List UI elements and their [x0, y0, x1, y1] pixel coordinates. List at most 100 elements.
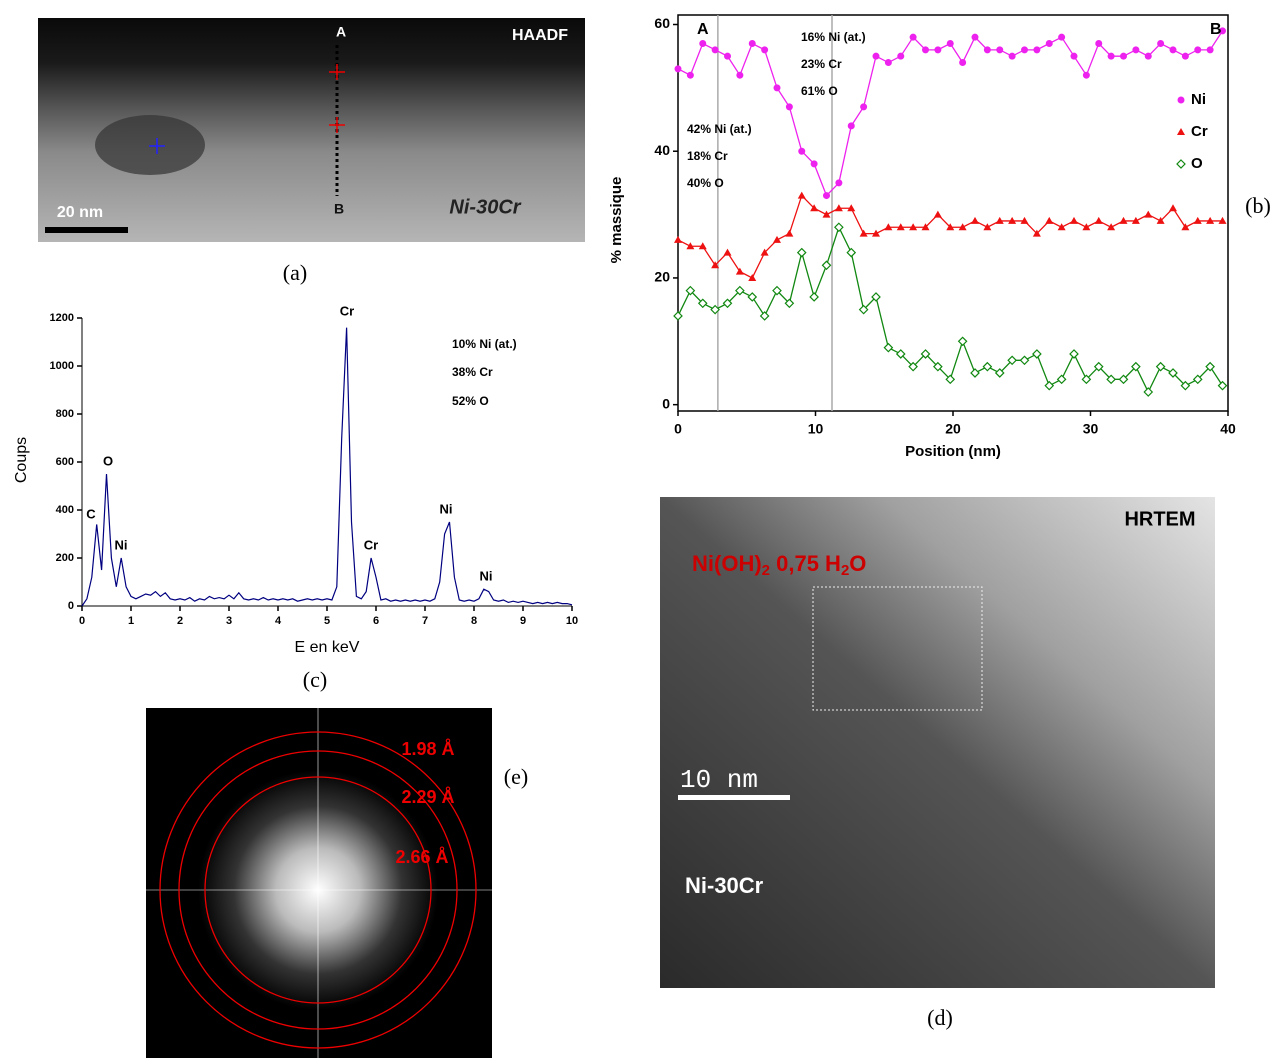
data-point	[982, 361, 993, 372]
data-point	[698, 242, 707, 250]
data-point	[796, 247, 807, 258]
peak-label: Ni	[480, 568, 493, 583]
data-point	[897, 52, 905, 60]
phase-text: O	[849, 551, 866, 576]
annotation: 61% O	[801, 84, 838, 98]
data-point	[1157, 40, 1165, 48]
data-line	[81, 327, 573, 607]
y-tick-label: 60	[654, 15, 670, 31]
y-axis-label: % massique	[608, 177, 625, 264]
data-point	[1131, 216, 1140, 224]
legend-label: Cr	[1191, 123, 1208, 140]
data-point	[835, 179, 843, 187]
data-point	[994, 368, 1005, 378]
data-point	[674, 235, 682, 243]
data-point	[722, 298, 733, 309]
data-line	[677, 30, 1224, 197]
data-point	[1093, 361, 1104, 372]
legend-marker	[1176, 159, 1186, 169]
x-tick-label: 4	[275, 615, 282, 627]
data-point	[1081, 374, 1092, 385]
point-label: A	[336, 24, 346, 40]
annotation: 10% Ni (at.)	[452, 337, 517, 351]
data-point	[934, 46, 942, 54]
data-point	[1056, 374, 1067, 385]
data-point	[834, 204, 843, 212]
data-point	[759, 311, 770, 321]
data-point	[996, 46, 1004, 54]
legend-marker	[1177, 96, 1185, 104]
y-tick-label: 400	[56, 504, 74, 516]
data-point	[1218, 216, 1227, 224]
scale-bar-label: 10 nm	[680, 765, 758, 795]
hrtem-image: HRTEM Ni(OH)2 0,75 H2O Ni-30Cr 10 nm	[660, 497, 1215, 988]
data-point	[748, 40, 756, 48]
data-point	[1169, 46, 1177, 54]
data-point	[883, 342, 894, 353]
data-point	[1021, 46, 1028, 54]
y-tick-label: 20	[654, 269, 670, 285]
y-tick-label: 200	[56, 552, 74, 564]
data-point	[957, 336, 968, 347]
data-point	[773, 235, 781, 243]
data-point	[1057, 223, 1066, 231]
panel-label: (b)	[1245, 193, 1271, 218]
data-point	[1082, 223, 1091, 231]
data-point	[922, 46, 929, 54]
data-point	[1132, 46, 1140, 54]
x-tick-label: 9	[520, 615, 526, 627]
data-point	[735, 267, 744, 275]
x-tick-label: 30	[1083, 421, 1099, 437]
data-point	[1094, 216, 1103, 224]
data-point	[909, 33, 917, 41]
annotation: 42% Ni (at.)	[687, 122, 752, 136]
phase-subscript: 2	[762, 562, 770, 579]
annotation: 18% Cr	[687, 149, 728, 163]
data-point	[724, 52, 731, 60]
scale-bar-label: 20 nm	[57, 204, 103, 221]
data-point	[1019, 355, 1030, 366]
data-point	[1219, 27, 1226, 35]
data-point	[822, 210, 831, 218]
x-tick-label: 2	[177, 615, 183, 627]
data-point	[871, 292, 881, 302]
data-point	[823, 192, 830, 200]
plot-frame	[677, 14, 1229, 412]
x-axis-label: E en keV	[295, 639, 360, 656]
data-point	[685, 285, 696, 296]
panel-label: (d)	[927, 1005, 953, 1030]
annotation: 38% Cr	[452, 365, 493, 379]
data-point	[872, 229, 880, 237]
data-point	[711, 261, 720, 269]
data-point	[1192, 374, 1203, 385]
data-point	[933, 210, 942, 218]
x-tick-label: 8	[471, 615, 477, 627]
data-point	[723, 248, 732, 256]
data-point	[846, 247, 857, 258]
data-point	[1069, 349, 1079, 359]
material-label: Ni-30Cr	[449, 196, 521, 218]
data-point	[858, 304, 869, 315]
annotation: 40% O	[687, 176, 724, 190]
x-tick-label: 1	[128, 615, 134, 627]
data-point	[1181, 223, 1190, 231]
data-point	[761, 46, 769, 54]
data-point	[1169, 204, 1177, 212]
data-point	[1217, 380, 1228, 391]
data-point	[859, 229, 868, 237]
legend-label: O	[1191, 155, 1203, 172]
data-point	[847, 204, 856, 212]
data-point	[1020, 216, 1029, 224]
peak-label: Ni	[440, 501, 453, 516]
panel-label: (c)	[303, 667, 327, 692]
phase-subscript: 2	[841, 562, 849, 579]
data-point	[834, 222, 844, 233]
data-point	[1095, 40, 1103, 48]
data-point	[896, 223, 905, 231]
data-point	[673, 311, 683, 321]
y-tick-label: 0	[68, 600, 74, 612]
data-point	[1194, 46, 1202, 54]
data-point	[1008, 216, 1017, 224]
data-line	[677, 225, 1224, 394]
